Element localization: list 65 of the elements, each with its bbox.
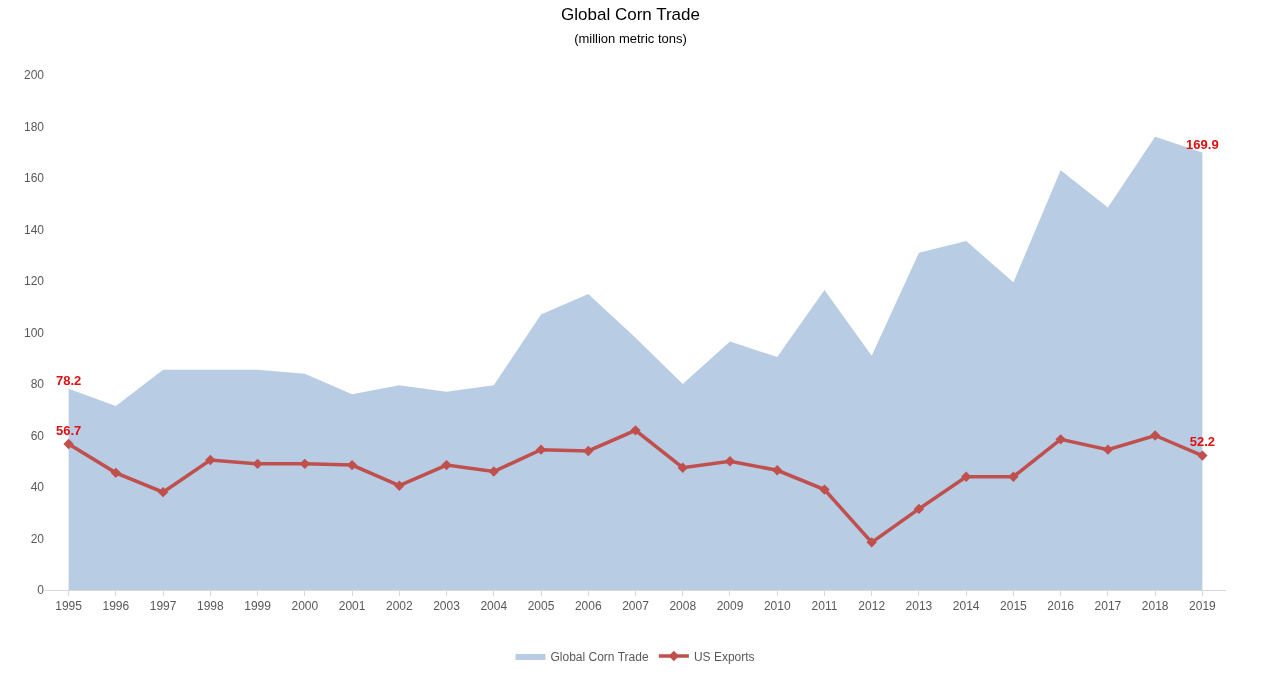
x-tick-label: 2001 — [338, 599, 366, 614]
x-tick-label: 2014 — [952, 599, 980, 614]
point — [157, 486, 169, 498]
x-tick-label: 1999 — [244, 599, 272, 614]
y-tick-label: 120 — [23, 274, 45, 289]
point — [441, 459, 452, 471]
y-tick-label: 180 — [23, 119, 45, 134]
point — [772, 465, 783, 476]
point — [583, 445, 594, 457]
x-tick-label: 1997 — [149, 599, 177, 614]
y-tick-label: 0 — [37, 583, 45, 598]
point — [677, 462, 688, 473]
x-tick-label: 2018 — [1141, 599, 1169, 614]
point — [63, 438, 74, 450]
y-tick-label: 160 — [23, 171, 45, 186]
point — [394, 480, 405, 491]
x-tick-label: 2007 — [622, 599, 650, 614]
point — [1149, 430, 1161, 441]
data-label: 52.2 — [1189, 434, 1216, 450]
chart-title: Global Corn Trade — [561, 5, 700, 25]
x-tick-label: 2004 — [480, 599, 508, 614]
x-tick-label: 2010 — [763, 599, 791, 614]
y-tick-label: 20 — [30, 531, 45, 546]
y-tick-label: 40 — [30, 480, 45, 495]
point — [110, 467, 122, 479]
x-tick-label: 2002 — [385, 599, 413, 614]
data-label: 169.9 — [1186, 137, 1219, 153]
y-tick-label: 60 — [30, 428, 45, 443]
data-label: 78.2 — [55, 373, 82, 389]
x-tick-label: 2009 — [716, 599, 744, 614]
x-tick-label: 2019 — [1189, 599, 1217, 614]
x-tick-label: 2006 — [574, 599, 602, 614]
point — [488, 466, 499, 477]
x-tick-label: 1996 — [102, 599, 130, 614]
point — [630, 425, 641, 436]
chart-subtitle: (million metric tons) — [574, 30, 687, 46]
point — [252, 458, 263, 470]
point — [866, 537, 877, 548]
y-tick-label: 200 — [23, 68, 45, 83]
x-tick-label: 2016 — [1047, 599, 1075, 614]
point — [205, 454, 216, 466]
x-tick-label: 2012 — [858, 599, 886, 614]
x-tick-label: 1998 — [196, 599, 225, 614]
x-tick-label: 2013 — [905, 599, 933, 614]
point — [1197, 450, 1208, 461]
point — [819, 484, 830, 495]
y-tick-label: 80 — [30, 377, 45, 392]
point — [1102, 444, 1114, 455]
x-tick-label: 2011 — [811, 599, 838, 614]
x-tick-label: 2015 — [1000, 599, 1028, 614]
x-tick-label: 2000 — [291, 599, 319, 614]
point — [724, 456, 736, 467]
x-tick-label: 2017 — [1094, 599, 1122, 614]
x-tick-label: 1995 — [55, 599, 83, 614]
point — [913, 503, 925, 515]
data-label: 56.7 — [55, 422, 82, 438]
legend-label: US Exports — [693, 649, 755, 664]
point — [1055, 434, 1066, 445]
x-tick-label: 2003 — [433, 599, 461, 614]
x-tick-label: 2005 — [527, 599, 555, 614]
y-tick-label: 140 — [23, 222, 45, 237]
legend-label: Global Corn Trade — [550, 649, 649, 664]
y-tick-label: 100 — [23, 325, 45, 340]
point — [1008, 471, 1019, 482]
x-tick-label: 2008 — [669, 599, 697, 614]
